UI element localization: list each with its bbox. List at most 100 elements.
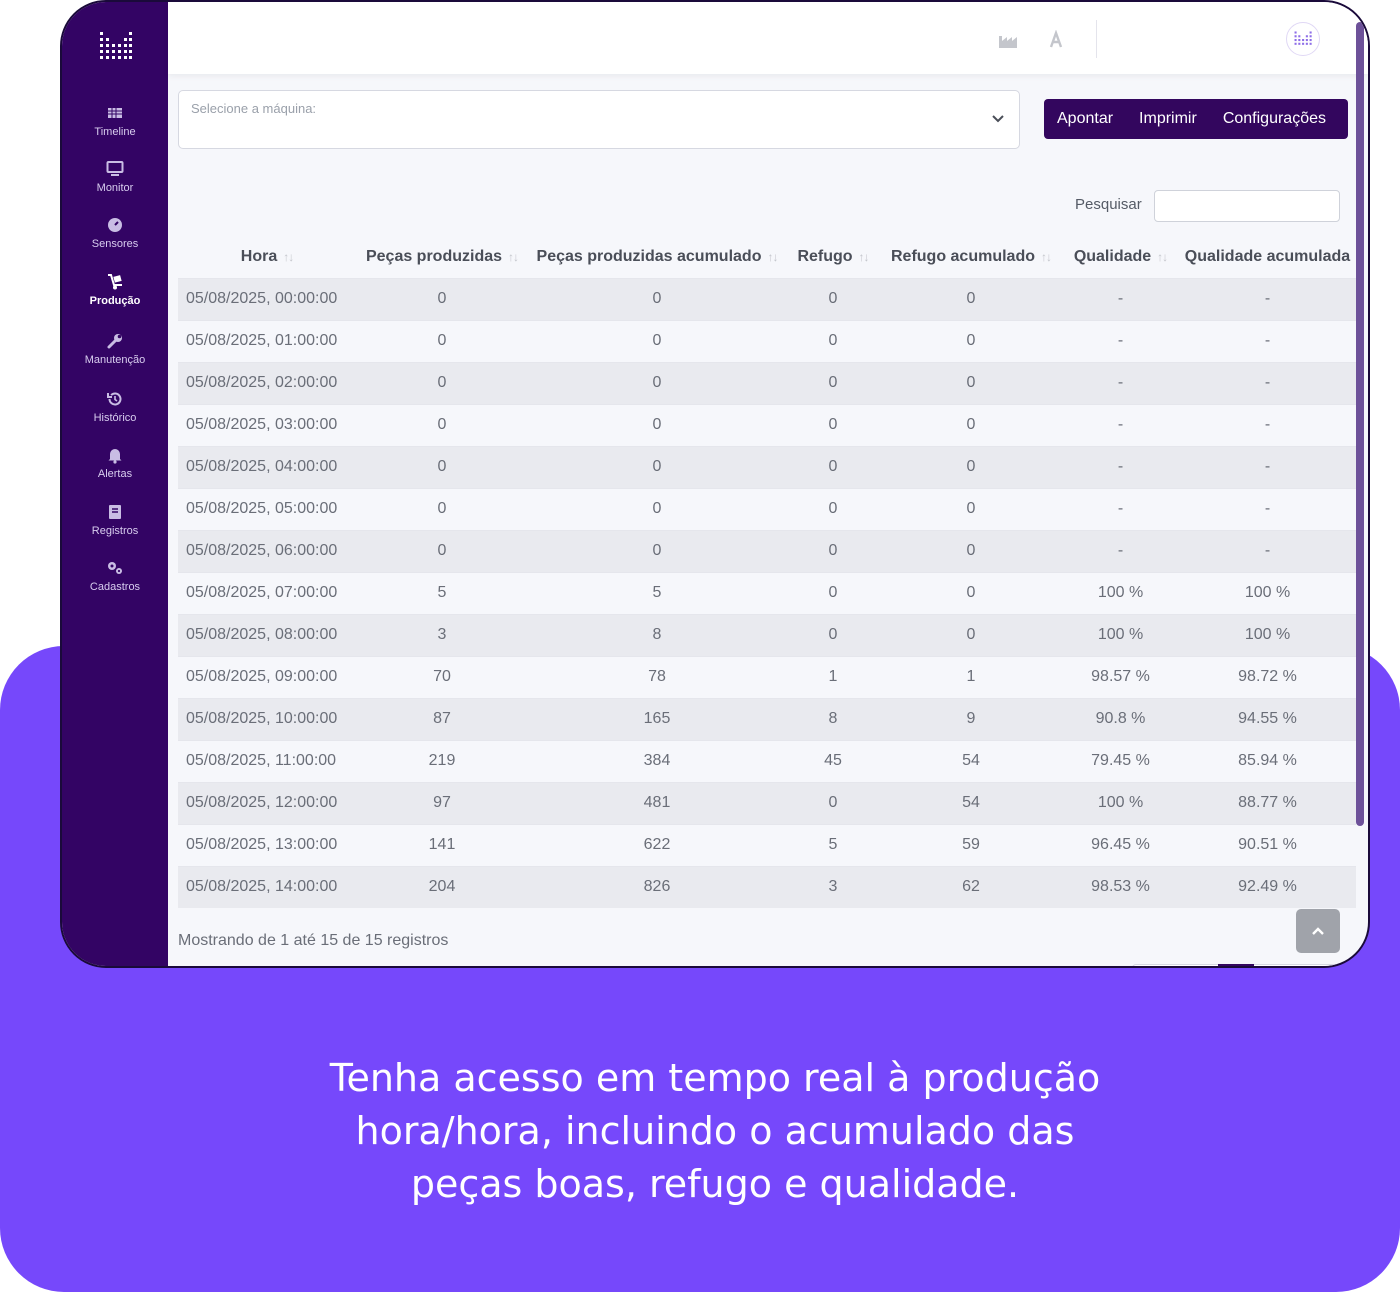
table-cell: 90.51 % bbox=[1179, 823, 1356, 866]
sidebar-item-label: Histórico bbox=[93, 412, 137, 424]
brand-logo-icon bbox=[100, 32, 132, 59]
table-cell: - bbox=[1062, 319, 1179, 362]
sidebar-item-monitor[interactable]: Monitor bbox=[62, 160, 168, 194]
sidebar-item-cadastros[interactable]: Cadastros bbox=[62, 559, 168, 593]
table-cell: 0 bbox=[528, 445, 786, 488]
table-cell: 100 % bbox=[1179, 613, 1356, 656]
table-cell: 1 bbox=[786, 655, 880, 698]
bell-icon bbox=[108, 449, 122, 464]
table-cell: 0 bbox=[356, 403, 528, 446]
table-cell: 94.55 % bbox=[1179, 697, 1356, 740]
sidebar-item-label: Monitor bbox=[96, 182, 134, 194]
table-cell: 0 bbox=[786, 529, 880, 572]
cogs-icon bbox=[108, 562, 122, 574]
table-cell: 59 bbox=[880, 823, 1062, 866]
avatar[interactable] bbox=[1286, 22, 1320, 56]
sidebar-item-registros[interactable]: Registros bbox=[62, 503, 168, 537]
table-cell: 100 % bbox=[1062, 613, 1179, 656]
table-cell: 384 bbox=[528, 739, 786, 782]
table-cell: - bbox=[1179, 529, 1356, 572]
table-cell: 05/08/2025, 06:00:00 bbox=[178, 529, 356, 572]
topbar bbox=[168, 2, 1368, 74]
search-input[interactable] bbox=[1154, 190, 1340, 222]
table-cell: 100 % bbox=[1062, 571, 1179, 614]
apontar-button[interactable]: Apontar bbox=[1057, 110, 1114, 127]
scroll-to-top-button[interactable] bbox=[1296, 909, 1340, 953]
table-cell: - bbox=[1062, 277, 1179, 320]
table-cell: 5 bbox=[356, 571, 528, 614]
sidebar: Timeline Monitor Sensores Produção Manut… bbox=[62, 2, 168, 966]
sort-icon[interactable]: ↑↓ bbox=[1157, 249, 1168, 264]
factory-icon[interactable] bbox=[998, 30, 1020, 50]
table-cell: - bbox=[1062, 487, 1179, 530]
column-header[interactable]: Refugo acumulado ↑↓ bbox=[880, 236, 1062, 278]
column-header[interactable]: Hora ↑↓ bbox=[178, 236, 356, 278]
table-header-row: Hora ↑↓ Peças produzidas ↑↓ Peças produzidas… bbox=[178, 236, 1356, 278]
sort-icon[interactable]: ↑↓ bbox=[858, 249, 870, 264]
table-cell: 0 bbox=[356, 487, 528, 530]
sidebar-item-alertas[interactable]: Alertas bbox=[62, 446, 168, 480]
caption-line: peças boas, refugo e qualidade. bbox=[410, 1162, 1020, 1206]
table-cell: 54 bbox=[880, 781, 1062, 824]
table-cell: 05/08/2025, 10:00:00 bbox=[178, 697, 356, 740]
table-row: 05/08/2025, 08:00:00 3 8 0 0 100 % 100 % bbox=[178, 613, 1356, 656]
table-cell: 0 bbox=[786, 487, 880, 530]
table-cell: 05/08/2025, 11:00:00 bbox=[178, 739, 356, 782]
column-header[interactable]: Qualidade ↑↓ bbox=[1062, 236, 1179, 278]
table-cell: 70 bbox=[356, 655, 528, 698]
table-cell: 05/08/2025, 04:00:00 bbox=[178, 445, 356, 488]
search-label: Pesquisar bbox=[1075, 196, 1142, 213]
sort-icon[interactable]: ↑↓ bbox=[1041, 249, 1052, 264]
imprimir-button[interactable]: Imprimir bbox=[1139, 110, 1197, 127]
topbar-divider bbox=[1096, 20, 1097, 58]
table-cell: 98.72 % bbox=[1179, 655, 1356, 698]
table-cell: 54 bbox=[880, 739, 1062, 782]
sidebar-item-historico[interactable]: Histórico bbox=[62, 390, 168, 424]
sidebar-item-producao[interactable]: Produção bbox=[62, 273, 168, 307]
sort-icon[interactable]: ↑↓ bbox=[767, 249, 778, 264]
table-cell: 88.77 % bbox=[1179, 781, 1356, 824]
table-cell: 622 bbox=[528, 823, 786, 866]
column-header[interactable]: Peças produzidas ↑↓ bbox=[356, 236, 528, 278]
table-cell: 05/08/2025, 13:00:00 bbox=[178, 823, 356, 866]
table-cell: - bbox=[1179, 277, 1356, 320]
table-cell: 826 bbox=[528, 865, 786, 908]
vertical-scrollbar[interactable] bbox=[1356, 22, 1364, 826]
action-button-group: Apontar Imprimir Configurações bbox=[1044, 99, 1348, 139]
monitor-icon bbox=[106, 161, 124, 176]
table-cell: 97 bbox=[356, 781, 528, 824]
table-cell: 79.45 % bbox=[1062, 739, 1179, 782]
table-cell: 3 bbox=[786, 865, 880, 908]
sidebar-item-timeline[interactable]: Timeline bbox=[62, 104, 168, 138]
column-header[interactable]: Qualidade acumulada bbox=[1179, 236, 1356, 278]
table-cell: 0 bbox=[880, 529, 1062, 572]
configuracoes-button[interactable]: Configurações bbox=[1222, 110, 1326, 127]
chevron-down-icon bbox=[992, 115, 1004, 123]
column-header[interactable]: Refugo ↑↓ bbox=[786, 236, 880, 278]
table-cell: 0 bbox=[528, 277, 786, 320]
table-cell: 0 bbox=[356, 445, 528, 488]
chevron-up-icon bbox=[1312, 927, 1324, 935]
table-cell: 05/08/2025, 00:00:00 bbox=[178, 277, 356, 320]
table-cell: 0 bbox=[880, 571, 1062, 614]
sidebar-item-sensores[interactable]: Sensores bbox=[62, 216, 168, 250]
sidebar-item-label: Manutenção bbox=[84, 354, 146, 366]
font-icon[interactable] bbox=[1045, 30, 1067, 50]
caption-line: hora/hora, incluindo o acumulado das bbox=[355, 1109, 1075, 1153]
table-cell: 0 bbox=[356, 529, 528, 572]
column-header[interactable]: Peças produzidas acumulado ↑↓ bbox=[528, 236, 786, 278]
machine-select[interactable]: Selecione a máquina: bbox=[178, 90, 1020, 149]
promo-caption: Tenha acesso em tempo real à produção ho… bbox=[0, 1052, 1400, 1211]
sort-icon[interactable]: ↑↓ bbox=[508, 249, 519, 264]
table-body: 05/08/2025, 00:00:00 0 0 0 0- -05/08/2025, 01… bbox=[178, 277, 1356, 908]
sidebar-item-manutencao[interactable]: Manutenção bbox=[62, 332, 168, 366]
sort-icon[interactable]: ↑↓ bbox=[283, 249, 294, 264]
table-cell: 0 bbox=[786, 613, 880, 656]
table-row: 05/08/2025, 04:00:00 0 0 0 0- - bbox=[178, 445, 1356, 488]
pagination-active-page[interactable] bbox=[1218, 964, 1254, 966]
table-cell: 0 bbox=[356, 277, 528, 320]
table-cell: 0 bbox=[880, 403, 1062, 446]
table-cell: 0 bbox=[528, 319, 786, 362]
caption-line: Tenha acesso em tempo real à produção bbox=[329, 1056, 1101, 1100]
table-cell: 165 bbox=[528, 697, 786, 740]
